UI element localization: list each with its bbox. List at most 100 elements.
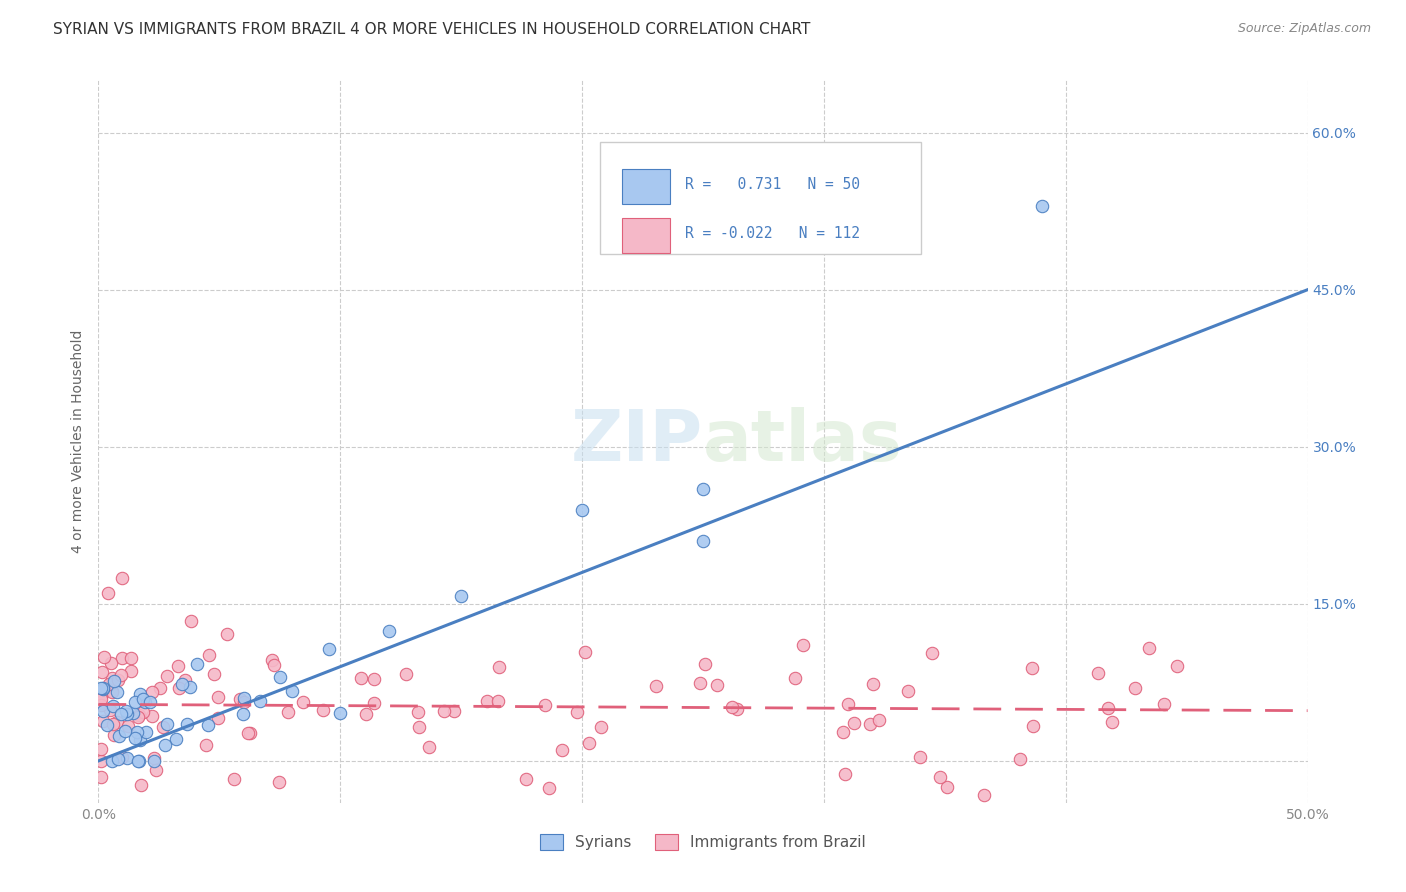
Point — [692, 533, 714, 548]
Point — [91, 704, 114, 718]
Point — [124, 731, 146, 745]
Point — [156, 669, 179, 683]
Point — [1153, 697, 1175, 711]
Point — [110, 667, 132, 681]
Point — [837, 697, 859, 711]
Point — [169, 681, 191, 695]
Point — [120, 650, 142, 665]
Bar — [621, 219, 671, 253]
Point — [281, 683, 304, 698]
Point — [141, 709, 163, 723]
Point — [103, 673, 125, 688]
Point — [166, 659, 188, 673]
Point — [90, 665, 112, 679]
Point — [312, 703, 335, 717]
Point — [105, 715, 128, 730]
Point — [91, 681, 114, 696]
Point — [868, 713, 890, 727]
Point — [486, 694, 509, 708]
Point — [134, 695, 156, 709]
Point — [117, 719, 139, 733]
Point — [571, 502, 593, 516]
Bar — [621, 169, 671, 203]
Point — [862, 677, 884, 691]
Point — [450, 589, 472, 603]
Point — [263, 657, 285, 672]
Point — [408, 720, 430, 734]
Point — [693, 657, 716, 672]
Point — [692, 482, 714, 496]
Point — [831, 725, 853, 739]
Point — [928, 770, 950, 784]
Point — [1022, 719, 1045, 733]
Point — [262, 653, 284, 667]
Point — [232, 691, 254, 706]
Point — [135, 725, 157, 739]
Point — [97, 586, 120, 600]
Point — [90, 770, 112, 784]
Legend: Syrians, Immigrants from Brazil: Syrians, Immigrants from Brazil — [534, 829, 872, 856]
Point — [1123, 681, 1146, 696]
Point — [725, 701, 748, 715]
Point — [125, 724, 148, 739]
Point — [176, 716, 198, 731]
Point — [363, 673, 385, 687]
Point — [141, 685, 163, 699]
Point — [90, 692, 112, 706]
Y-axis label: 4 or more Vehicles in Household: 4 or more Vehicles in Household — [72, 330, 86, 553]
Point — [129, 778, 152, 792]
Point — [103, 728, 125, 742]
Point — [406, 705, 429, 719]
Point — [534, 698, 557, 712]
Point — [186, 657, 208, 671]
Point — [239, 726, 262, 740]
Point — [363, 696, 385, 710]
Point — [152, 720, 174, 734]
Point — [132, 706, 155, 720]
Point — [101, 698, 124, 713]
Point — [269, 670, 291, 684]
Point — [128, 708, 150, 723]
Point — [202, 667, 225, 681]
Point — [1166, 659, 1188, 673]
Point — [101, 684, 124, 698]
Point — [149, 681, 172, 695]
Point — [128, 754, 150, 768]
Point — [318, 642, 340, 657]
Point — [394, 667, 416, 681]
Point — [122, 706, 145, 720]
Point — [233, 695, 256, 709]
Point — [98, 703, 121, 717]
Point — [142, 754, 165, 768]
Point — [207, 711, 229, 725]
Point — [115, 751, 138, 765]
Point — [897, 684, 920, 698]
Point — [921, 646, 943, 660]
Point — [589, 720, 612, 734]
Point — [132, 691, 155, 706]
Point — [1087, 666, 1109, 681]
Point — [1137, 640, 1160, 655]
Point — [145, 764, 167, 778]
Point — [155, 738, 177, 752]
Point — [565, 706, 588, 720]
Point — [96, 718, 118, 732]
Point — [973, 788, 995, 802]
FancyBboxPatch shape — [600, 142, 921, 253]
Point — [834, 766, 856, 780]
Text: atlas: atlas — [703, 407, 903, 476]
Point — [197, 718, 219, 732]
Point — [101, 754, 124, 768]
Point — [115, 704, 138, 718]
Point — [329, 706, 352, 721]
Point — [108, 730, 131, 744]
Text: ZIP: ZIP — [571, 407, 703, 476]
Point — [114, 724, 136, 739]
Point — [644, 679, 666, 693]
Point — [515, 772, 537, 786]
Point — [90, 690, 112, 704]
Point — [124, 695, 146, 709]
Point — [1097, 700, 1119, 714]
Point — [844, 716, 866, 731]
Point — [859, 716, 882, 731]
